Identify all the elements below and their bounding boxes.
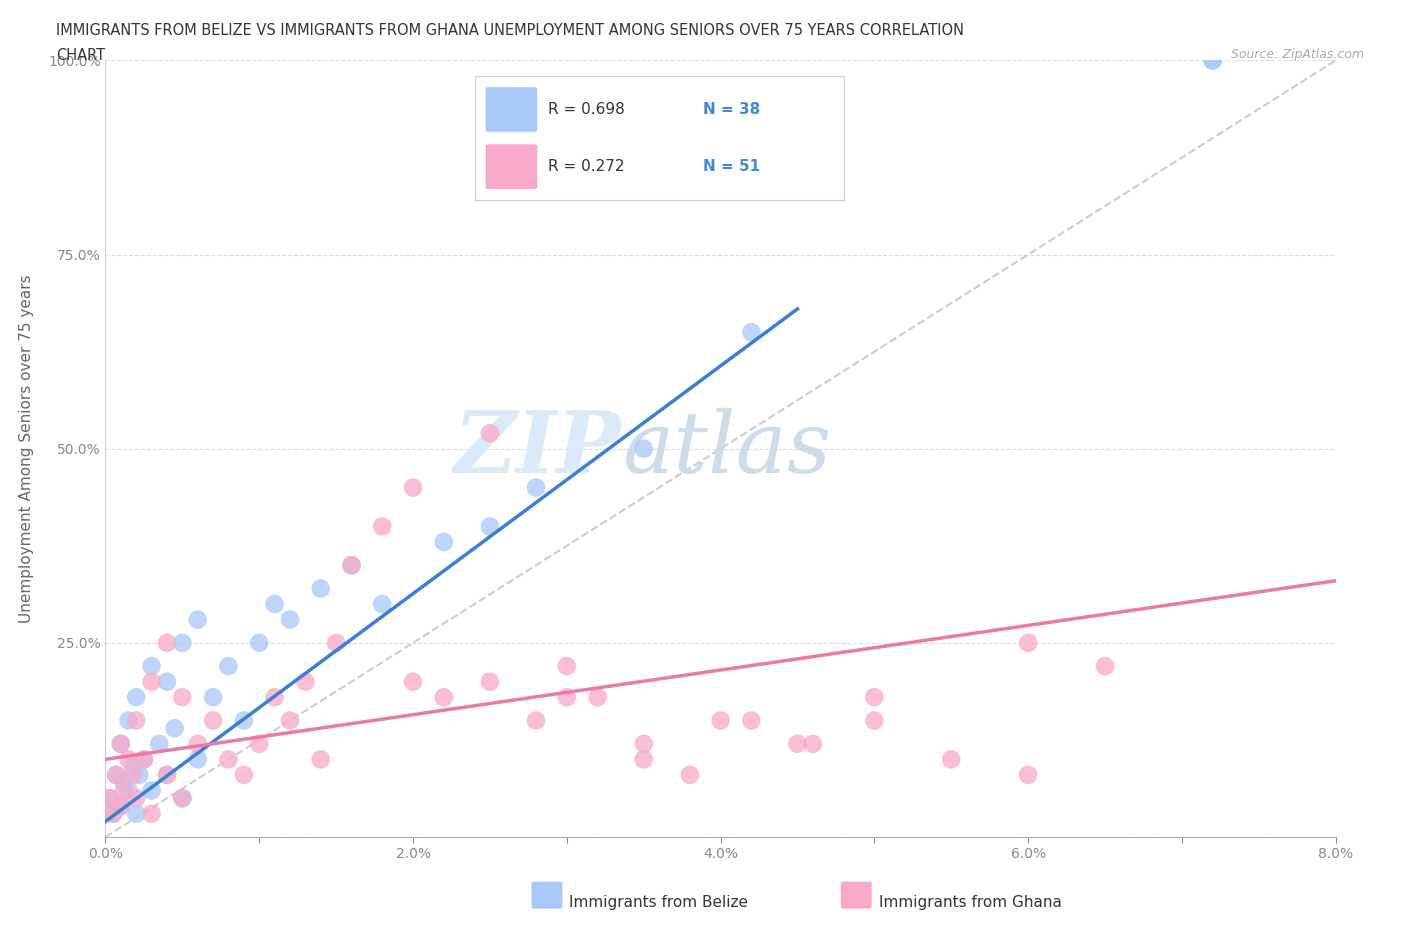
Point bbox=[101, 806, 124, 821]
Point bbox=[309, 581, 332, 596]
Point bbox=[278, 612, 301, 627]
Point bbox=[187, 737, 209, 751]
Point bbox=[247, 737, 270, 751]
Point bbox=[371, 519, 394, 534]
Point bbox=[1017, 635, 1039, 650]
Point bbox=[586, 690, 609, 705]
Point bbox=[402, 674, 425, 689]
Point bbox=[710, 713, 733, 728]
Point bbox=[117, 783, 139, 798]
Point bbox=[478, 674, 501, 689]
Text: atlas: atlas bbox=[621, 407, 831, 490]
Point bbox=[112, 783, 135, 798]
Point bbox=[633, 737, 655, 751]
Point bbox=[232, 713, 254, 728]
Point bbox=[141, 674, 163, 689]
Point bbox=[555, 690, 578, 705]
Point bbox=[98, 790, 121, 805]
Text: Immigrants from Belize: Immigrants from Belize bbox=[569, 895, 748, 910]
Point bbox=[187, 751, 209, 766]
Point bbox=[202, 690, 225, 705]
Point bbox=[478, 519, 501, 534]
Point bbox=[202, 713, 225, 728]
Point bbox=[128, 767, 150, 782]
Point bbox=[1201, 53, 1223, 68]
Point bbox=[148, 737, 170, 751]
Point bbox=[247, 635, 270, 650]
Point bbox=[340, 558, 363, 573]
Point bbox=[141, 783, 163, 798]
Point bbox=[263, 597, 285, 612]
Point bbox=[156, 767, 179, 782]
Point bbox=[172, 790, 194, 805]
Text: Source: ZipAtlas.com: Source: ZipAtlas.com bbox=[1230, 48, 1364, 61]
Point bbox=[633, 751, 655, 766]
Text: IMMIGRANTS FROM BELIZE VS IMMIGRANTS FROM GHANA UNEMPLOYMENT AMONG SENIORS OVER : IMMIGRANTS FROM BELIZE VS IMMIGRANTS FRO… bbox=[56, 23, 965, 38]
Point bbox=[309, 751, 332, 766]
Point bbox=[555, 658, 578, 673]
Point bbox=[294, 674, 316, 689]
Point bbox=[156, 674, 179, 689]
Point bbox=[125, 690, 148, 705]
Point bbox=[163, 721, 186, 736]
Point bbox=[105, 767, 128, 782]
Point bbox=[105, 767, 128, 782]
Point bbox=[402, 480, 425, 495]
Point bbox=[1094, 658, 1116, 673]
Point bbox=[524, 713, 547, 728]
Point bbox=[125, 713, 148, 728]
Point bbox=[740, 713, 762, 728]
Text: ZIP: ZIP bbox=[454, 407, 621, 490]
Point bbox=[117, 751, 139, 766]
Point bbox=[478, 426, 501, 441]
Point bbox=[141, 658, 163, 673]
Text: Immigrants from Ghana: Immigrants from Ghana bbox=[879, 895, 1062, 910]
Point bbox=[156, 767, 179, 782]
Point bbox=[156, 635, 179, 650]
Point bbox=[110, 737, 132, 751]
Point bbox=[263, 690, 285, 705]
Point bbox=[132, 751, 155, 766]
Point bbox=[110, 799, 132, 814]
Point bbox=[110, 737, 132, 751]
Point bbox=[132, 751, 155, 766]
Point bbox=[125, 806, 148, 821]
Point bbox=[172, 635, 194, 650]
Point bbox=[187, 612, 209, 627]
Point bbox=[340, 558, 363, 573]
Point bbox=[122, 760, 145, 775]
Point bbox=[941, 751, 963, 766]
Point bbox=[433, 535, 456, 550]
Point bbox=[98, 790, 121, 805]
Point bbox=[232, 767, 254, 782]
Point bbox=[141, 806, 163, 821]
Point bbox=[110, 799, 132, 814]
Point bbox=[122, 767, 145, 782]
Point bbox=[801, 737, 824, 751]
Point bbox=[371, 597, 394, 612]
Point bbox=[524, 480, 547, 495]
Point bbox=[633, 442, 655, 457]
Point bbox=[101, 806, 124, 821]
Point bbox=[117, 713, 139, 728]
Point bbox=[218, 658, 240, 673]
Point bbox=[786, 737, 808, 751]
Point bbox=[679, 767, 702, 782]
Point bbox=[863, 713, 886, 728]
Text: CHART: CHART bbox=[56, 48, 105, 63]
Point bbox=[172, 690, 194, 705]
Point bbox=[1201, 53, 1223, 68]
Point bbox=[218, 751, 240, 766]
Point bbox=[1017, 767, 1039, 782]
Point bbox=[863, 690, 886, 705]
Point bbox=[112, 776, 135, 790]
Point bbox=[433, 690, 456, 705]
Point bbox=[125, 790, 148, 805]
Point bbox=[325, 635, 347, 650]
Point bbox=[740, 325, 762, 339]
Point bbox=[278, 713, 301, 728]
Y-axis label: Unemployment Among Seniors over 75 years: Unemployment Among Seniors over 75 years bbox=[20, 274, 34, 623]
Point bbox=[172, 790, 194, 805]
